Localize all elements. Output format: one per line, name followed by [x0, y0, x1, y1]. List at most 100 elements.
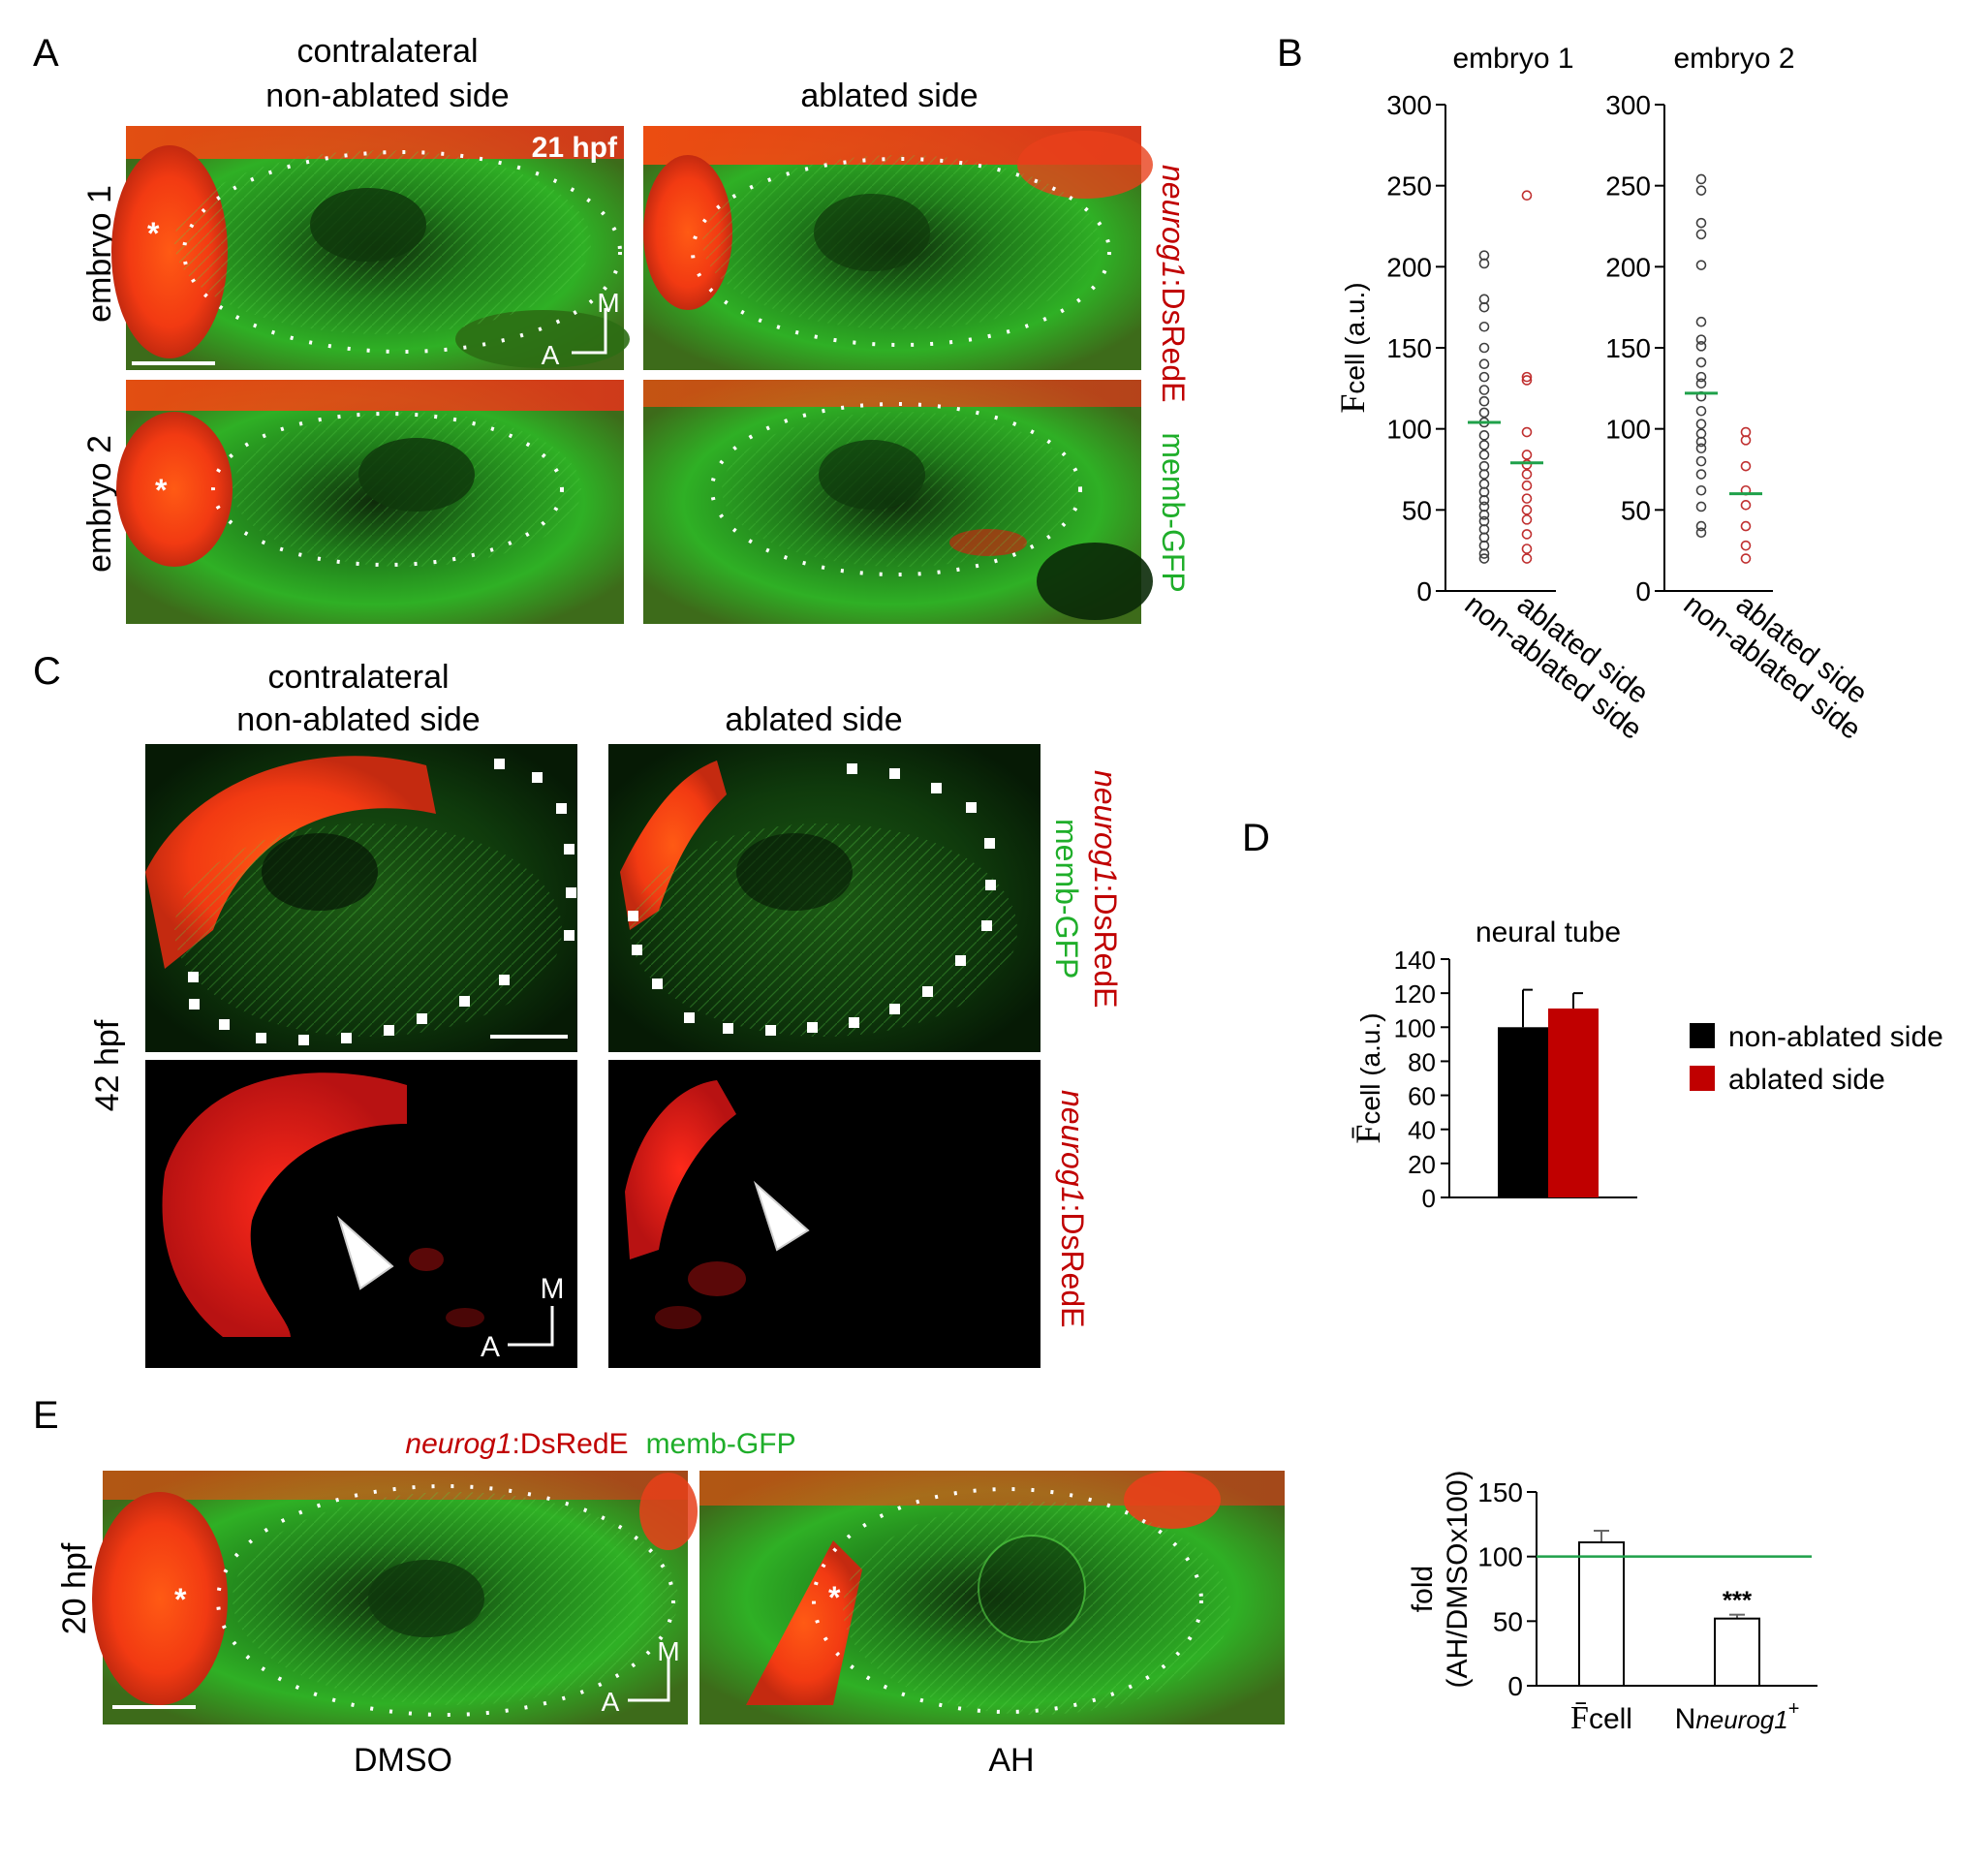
- y-tick-label: 50: [1493, 1606, 1523, 1636]
- data-point: [1478, 258, 1490, 269]
- arrowhead-marker: [337, 1215, 394, 1290]
- data-point: [1695, 341, 1707, 352]
- bar: [1548, 1008, 1599, 1197]
- x-category-symbol: F̄: [1570, 1700, 1589, 1736]
- data-point: [1478, 494, 1490, 506]
- legend-label: ablated side: [1728, 1064, 1885, 1096]
- data-point: [1695, 455, 1707, 467]
- data-point: [1521, 450, 1533, 460]
- legend-swatch: [1690, 1066, 1715, 1091]
- y-axis-label-line1: fold: [1407, 1566, 1439, 1612]
- y-axis-label-line2: (AH/DMSOx100): [1442, 1470, 1474, 1688]
- data-point: [1521, 505, 1533, 515]
- micrograph-c-contralateral-red: M A: [145, 1060, 577, 1368]
- data-point: [1695, 520, 1707, 532]
- otic-vesicle-outline: [216, 1484, 675, 1717]
- data-point: [1695, 443, 1707, 454]
- data-point: [1695, 334, 1707, 345]
- panel-c-col-right: ablated side: [725, 701, 902, 738]
- y-tick-label: 80: [1408, 1047, 1436, 1076]
- data-point: [1695, 229, 1707, 240]
- header-green: memb-GFP: [646, 1428, 796, 1460]
- y-tick-label: 0: [1416, 576, 1432, 606]
- y-tick-label: 150: [1477, 1477, 1523, 1507]
- side-label-red-suffix: :DsRedE: [1156, 278, 1191, 402]
- panel-letter-c: C: [33, 650, 61, 693]
- y-axis-label-symbol: F: [1333, 394, 1372, 414]
- data-point: [1695, 436, 1707, 448]
- data-point: [1478, 342, 1490, 354]
- y-tick-label: 120: [1394, 979, 1436, 1009]
- micrograph-a-embryo2-contralateral: *: [116, 380, 624, 624]
- data-point: [1478, 510, 1490, 520]
- panel-letter-e: E: [33, 1394, 59, 1437]
- y-tick-label: 60: [1408, 1082, 1436, 1111]
- data-point: [1695, 316, 1707, 327]
- y-tick-label: 100: [1477, 1542, 1523, 1572]
- data-point: [1740, 435, 1752, 446]
- asterisk-marker: *: [828, 1580, 841, 1615]
- data-point: [1740, 540, 1752, 551]
- panel-e: neurog1:DsRedE memb-GFP 20 hpf * M A: [56, 1428, 1285, 1779]
- x-category-label: Nneurog1+: [1675, 1698, 1800, 1735]
- data-point: [1695, 371, 1707, 383]
- otic-vesicle-outline: [211, 412, 564, 567]
- data-point: [1740, 520, 1752, 532]
- micrograph-a-embryo2-ablated: [643, 380, 1153, 624]
- data-point: [1478, 407, 1490, 419]
- data-point: [1521, 493, 1533, 504]
- y-tick-label: 50: [1402, 495, 1432, 525]
- otic-vesicle-outline: [182, 150, 622, 354]
- data-point: [1521, 544, 1533, 554]
- data-point: [1521, 375, 1533, 386]
- data-point: [1695, 260, 1707, 270]
- x-category-label: F̄cell: [1570, 1700, 1632, 1736]
- micrograph-a-embryo1-ablated: [643, 126, 1153, 370]
- data-point: [1478, 321, 1490, 332]
- y-tick-label: 200: [1605, 252, 1651, 282]
- side-label-red: neurog1: [1055, 1090, 1090, 1203]
- bar: [1714, 1617, 1760, 1687]
- data-point: [1695, 173, 1707, 185]
- panel-c: contralateral non-ablated side ablated s…: [89, 659, 1123, 1368]
- panel-letter-b: B: [1277, 32, 1303, 75]
- y-tick-label: 150: [1386, 333, 1432, 363]
- x-category-superscript: +: [1788, 1698, 1800, 1720]
- dot-outline: [628, 763, 996, 1036]
- orientation-axes: [572, 308, 607, 355]
- side-label-red-suffix: :DsRedE: [1055, 1203, 1090, 1327]
- data-point: [1478, 440, 1490, 450]
- data-point: [1695, 469, 1707, 480]
- panel-c-side-label-top: neurog1:DsRedE: [1088, 770, 1123, 1008]
- panel-d-chart: neural tube 0 20 40 60 80 100 120 140 F̄cell (a.u…: [1349, 916, 1943, 1213]
- y-axis-label: Fcell (a.u.): [1333, 282, 1372, 413]
- data-point: [1521, 459, 1533, 470]
- data-point: [1695, 185, 1707, 196]
- x-category-text: N: [1675, 1703, 1696, 1735]
- asterisk-marker: *: [147, 216, 160, 251]
- x-category-subscript: neurog1: [1695, 1705, 1787, 1734]
- panel-e-header: neurog1:DsRedE memb-GFP: [405, 1428, 795, 1460]
- panel-e-label-dmso: DMSO: [354, 1742, 452, 1779]
- y-tick-label: 100: [1605, 415, 1651, 445]
- y-tick-label: 300: [1605, 90, 1651, 120]
- panel-e-row-label: 20 hpf: [56, 1542, 93, 1634]
- chart-title: embryo 1: [1452, 43, 1573, 75]
- y-tick-label: 0: [1635, 576, 1651, 606]
- panel-letter-d: D: [1242, 817, 1270, 859]
- y-tick-label: 140: [1394, 946, 1436, 975]
- panel-a-col-left-line1: contralateral: [296, 33, 478, 70]
- y-tick-label: 50: [1621, 495, 1651, 525]
- micrograph-a-embryo1-contralateral: 21 hpf * M A: [111, 126, 630, 370]
- data-point: [1521, 480, 1533, 491]
- asterisk-marker: *: [174, 1582, 187, 1617]
- orientation-axes: [508, 1306, 554, 1347]
- panel-c-row-label: 42 hpf: [89, 1019, 126, 1111]
- data-point: [1695, 501, 1707, 513]
- micrograph-c-ablated-merge: [608, 744, 1041, 1052]
- y-tick-label: 250: [1386, 171, 1432, 202]
- legend-swatch: [1690, 1023, 1715, 1048]
